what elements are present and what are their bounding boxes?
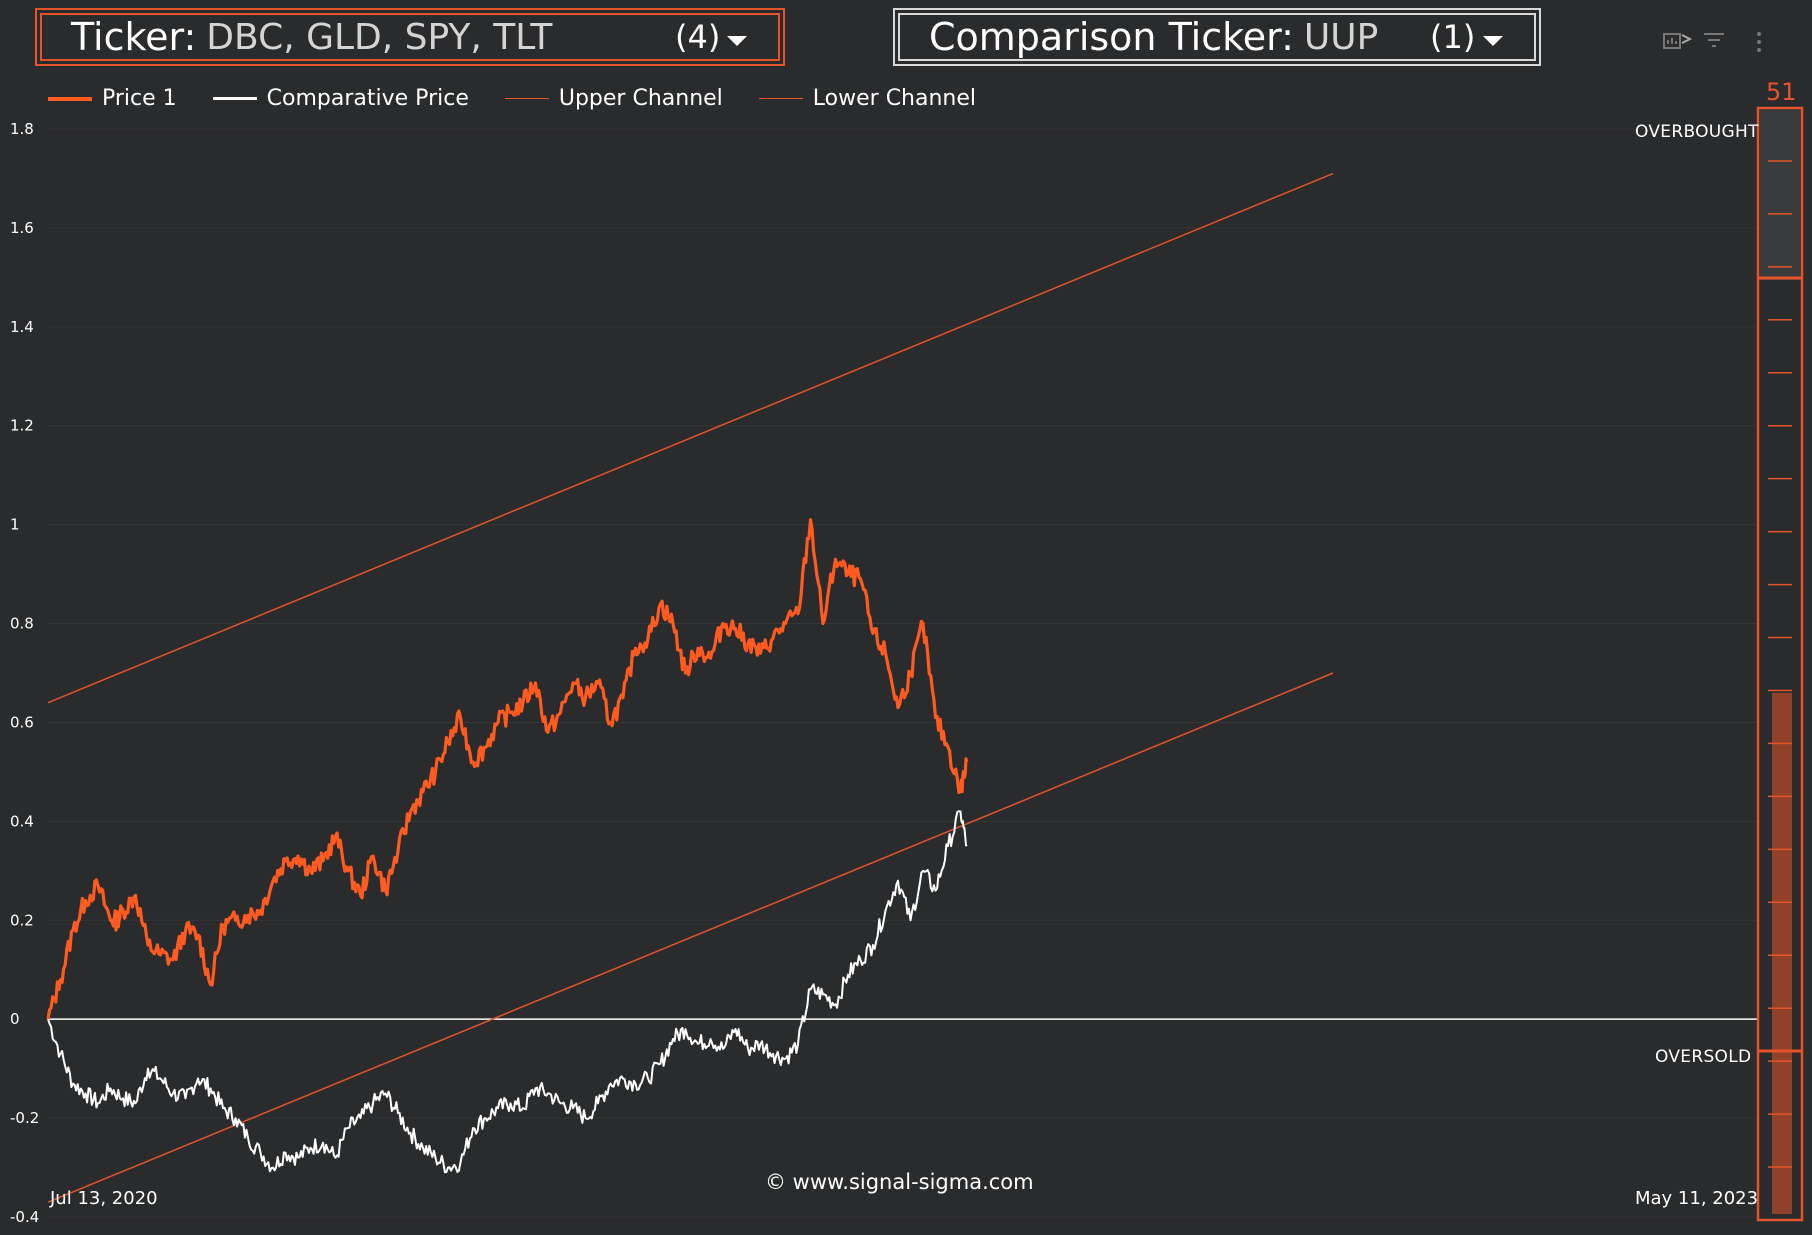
comparison-ticker-label: Comparison Ticker: (929, 15, 1294, 59)
upper-channel-line (47, 172, 1334, 704)
y-tick-label: -0.4 (10, 1208, 39, 1226)
oversold-label: OVERSOLD (1655, 1047, 1752, 1067)
ticker-label: Ticker: (71, 15, 197, 59)
price-line (46, 518, 969, 1020)
comparison-ticker-value: UUP (1303, 16, 1379, 58)
comparative-price-line (47, 810, 968, 1174)
y-tick-label: 0.2 (10, 911, 34, 929)
gauge-overbought-zone (1760, 110, 1800, 280)
comparison-ticker-count: (1) (1430, 18, 1476, 56)
legend-label-price: Price 1 (102, 86, 177, 111)
comparison-ticker-selector[interactable]: Comparison Ticker: UUP (1) (893, 8, 1541, 66)
ticker-dropdown-icon[interactable] (727, 36, 747, 46)
legend-item-comparative[interactable]: Comparative Price (212, 86, 469, 111)
watermark: © www.signal-sigma.com (765, 1170, 1034, 1194)
legend-item-lower-channel[interactable]: Lower Channel (758, 86, 977, 111)
y-tick-label: 0 (10, 1010, 20, 1028)
ticker-selector[interactable]: Ticker: DBC, GLD, SPY, TLT (4) (35, 8, 785, 66)
lower-channel-line (47, 672, 1334, 1203)
ticker-count: (4) (675, 18, 721, 56)
legend-swatch-lower-channel (758, 98, 803, 99)
legend-swatch-comparative (212, 97, 257, 100)
legend-label-comparative: Comparative Price (266, 86, 469, 111)
y-tick-label: 0.8 (10, 615, 34, 633)
y-tick-label: 1 (10, 516, 20, 534)
y-tick-label: 1.8 (10, 120, 34, 138)
legend-label-lower-channel: Lower Channel (812, 86, 977, 111)
ticker-value: DBC, GLD, SPY, TLT (206, 16, 553, 58)
start-date-label: Jul 13, 2020 (50, 1188, 158, 1209)
legend-swatch-upper-channel (504, 98, 549, 99)
legend-item-price[interactable]: Price 1 (48, 86, 177, 111)
y-tick-label: 1.6 (10, 219, 34, 237)
comparison-dropdown-icon[interactable] (1483, 36, 1503, 46)
gauge-value-bar (1772, 692, 1792, 1214)
y-tick-label: -0.2 (10, 1109, 39, 1127)
y-tick-label: 0.6 (10, 713, 34, 731)
y-tick-label: 1.2 (10, 417, 34, 435)
overbought-label: OVERBOUGHT (1635, 122, 1759, 142)
y-tick-label: 1.4 (10, 318, 34, 336)
gauge-value: 51 (1766, 78, 1797, 106)
legend-swatch-price (48, 96, 92, 101)
chart-legend: Price 1 Comparative Price Upper Channel … (48, 86, 1012, 111)
legend-label-upper-channel: Upper Channel (558, 86, 723, 111)
y-tick-label: 0.4 (10, 812, 34, 830)
end-date-label: May 11, 2023 (1635, 1188, 1759, 1209)
chart-settings-icon[interactable] (1662, 28, 1698, 54)
filter-icon[interactable] (1702, 30, 1726, 50)
legend-item-upper-channel[interactable]: Upper Channel (504, 86, 723, 111)
more-vert-icon[interactable] (1752, 30, 1766, 54)
